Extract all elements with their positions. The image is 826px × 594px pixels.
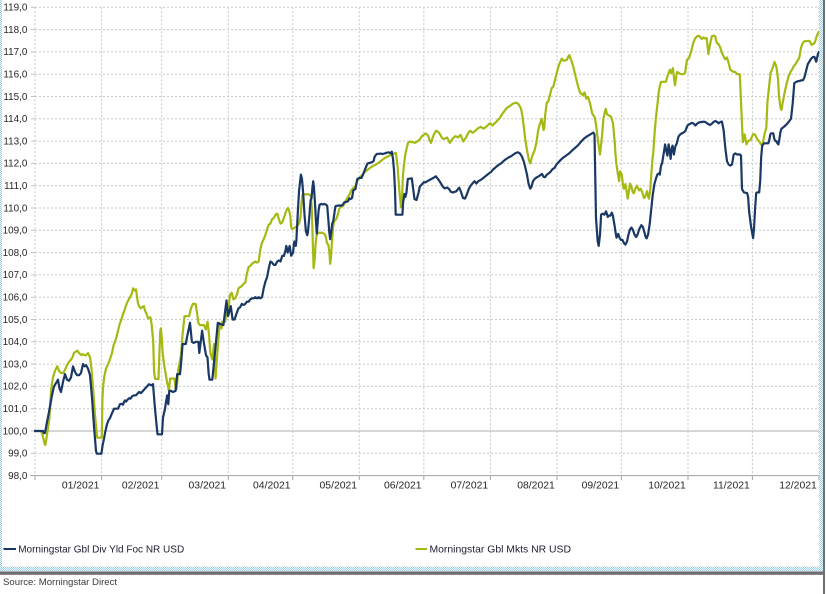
svg-text:107,0: 107,0 (3, 270, 28, 281)
svg-text:109,0: 109,0 (3, 226, 28, 237)
svg-text:Morningstar Gbl Div Yld Foc NR: Morningstar Gbl Div Yld Foc NR USD (18, 545, 184, 556)
svg-text:114,0: 114,0 (3, 114, 27, 125)
svg-text:01/2021: 01/2021 (62, 481, 100, 492)
svg-text:103,0: 103,0 (3, 359, 28, 370)
svg-text:110,0: 110,0 (3, 203, 27, 214)
svg-text:12/2021: 12/2021 (779, 481, 817, 492)
svg-text:Morningstar Gbl Mkts NR USD: Morningstar Gbl Mkts NR USD (430, 545, 571, 556)
svg-text:02/2021: 02/2021 (122, 481, 160, 492)
svg-text:07/2021: 07/2021 (451, 481, 489, 492)
svg-text:11/2021: 11/2021 (713, 481, 750, 492)
svg-text:04/2021: 04/2021 (253, 481, 291, 492)
svg-text:115,0: 115,0 (3, 92, 27, 103)
svg-text:10/2021: 10/2021 (648, 481, 686, 492)
svg-text:102,0: 102,0 (3, 382, 28, 393)
svg-text:09/2021: 09/2021 (582, 481, 620, 492)
svg-text:111,0: 111,0 (4, 181, 28, 192)
svg-text:99,0: 99,0 (8, 449, 28, 460)
svg-text:117,0: 117,0 (3, 47, 27, 58)
svg-text:106,0: 106,0 (3, 293, 28, 304)
svg-text:Source: Morningstar Direct: Source: Morningstar Direct (3, 577, 117, 588)
svg-text:06/2021: 06/2021 (384, 481, 422, 492)
svg-text:08/2021: 08/2021 (517, 481, 555, 492)
svg-text:104,0: 104,0 (3, 337, 28, 348)
svg-text:108,0: 108,0 (3, 248, 28, 259)
svg-text:100,0: 100,0 (3, 426, 28, 437)
svg-text:113,0: 113,0 (3, 136, 27, 147)
svg-text:112,0: 112,0 (3, 159, 27, 170)
svg-text:105,0: 105,0 (3, 315, 28, 326)
svg-text:101,0: 101,0 (3, 404, 28, 415)
svg-text:98,0: 98,0 (8, 471, 28, 482)
svg-text:116,0: 116,0 (3, 70, 27, 81)
svg-text:05/2021: 05/2021 (320, 481, 358, 492)
svg-text:119,0: 119,0 (3, 3, 27, 14)
svg-text:03/2021: 03/2021 (189, 481, 227, 492)
svg-text:118,0: 118,0 (3, 25, 27, 36)
